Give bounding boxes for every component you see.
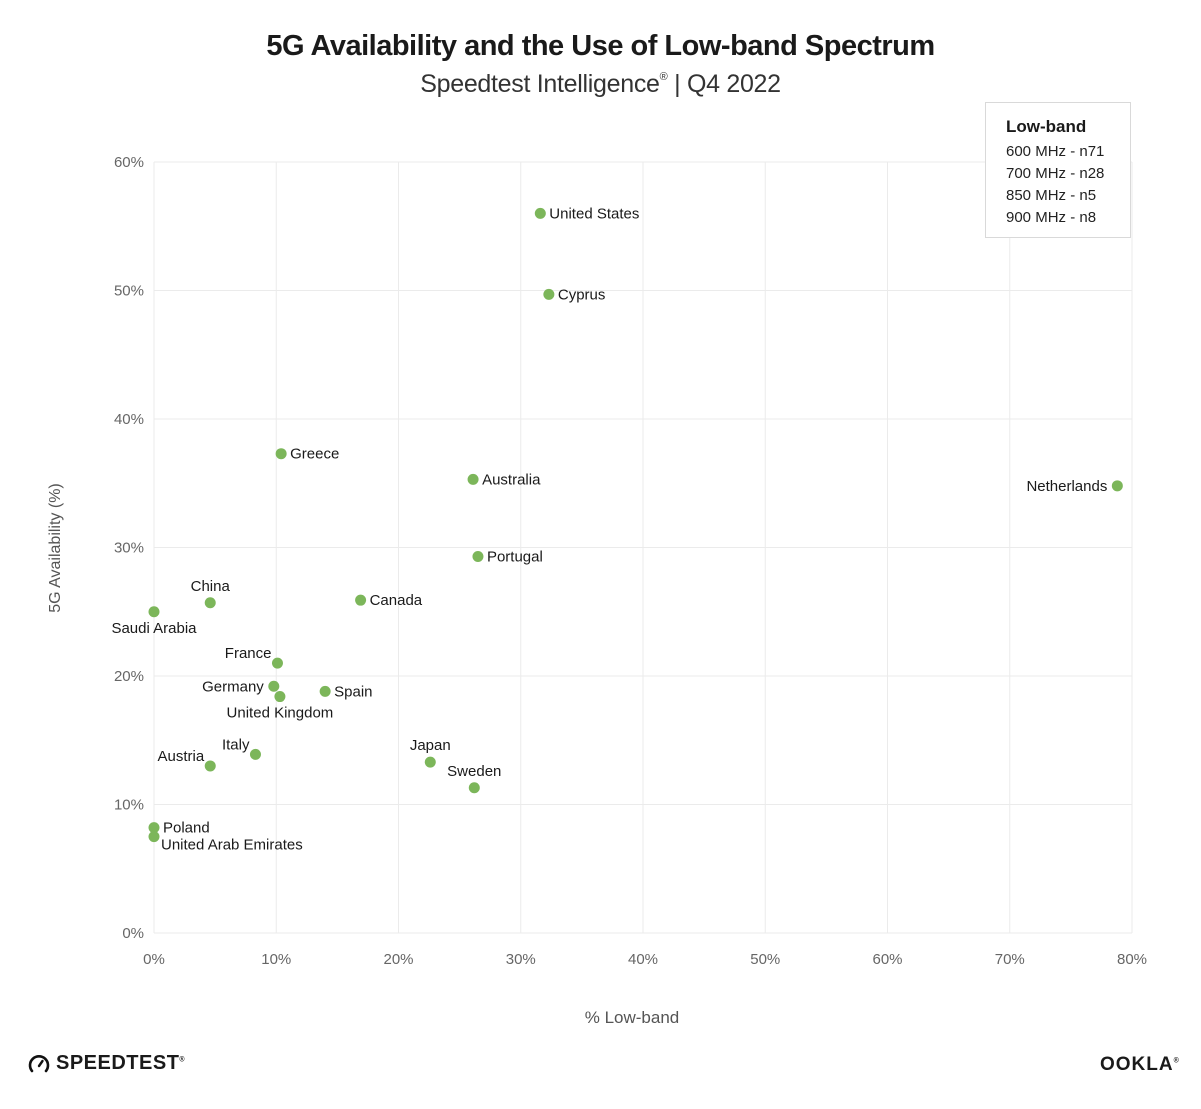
point-label: Germany [202,678,264,695]
x-tick-label: 50% [750,951,780,968]
point-label: Canada [370,592,423,609]
data-point [472,550,484,562]
legend-item: 700 MHz - n28 [1006,165,1105,182]
registered-mark: ® [659,71,668,83]
speedtest-reg: ® [179,1056,186,1064]
x-tick-label: 20% [383,951,413,968]
legend-title: Low-band [1006,117,1087,136]
legend-item: 850 MHz - n5 [1006,187,1097,204]
y-tick-label: 50% [114,283,144,300]
y-tick-label: 20% [114,668,144,685]
point-label: Austria [158,748,205,765]
tick-labels: 0% 10% 20% 30% 40% 50% 60% 70% 80% 0% 10% 20% 30% 40%… [114,154,1147,968]
point-label: Poland [163,820,210,837]
speedtest-wordmark: SPEEDTEST® [56,1052,185,1075]
data-point [468,782,480,794]
y-tick-label: 10% [114,797,144,814]
ookla-logo: OOKLA® [1100,1054,1180,1076]
data-points [148,207,1123,843]
data-point [543,288,555,300]
data-point [148,822,160,834]
chart-title: 5G Availability and the Use of Low-band … [266,30,935,62]
point-labels: United States Cyprus Greece Australia Nether… [111,205,1107,853]
y-axis-label: 5G Availability (%) [47,483,64,613]
subtitle-text: Speedtest Intelligence [420,70,660,98]
point-label: Italy [222,736,250,753]
speedometer-icon [28,1054,50,1072]
x-tick-label: 40% [628,951,658,968]
point-label: France [225,645,272,662]
point-label: Portugal [487,548,543,565]
data-point [355,594,367,606]
data-point [204,760,216,772]
data-point [319,685,331,697]
subtitle-suffix: | Q4 2022 [667,70,781,98]
legend-box: Low-band 600 MHz - n71 700 MHz - n28 850… [985,102,1131,238]
point-label: United Kingdom [227,705,334,722]
data-point [268,680,280,692]
point-label: Netherlands [1026,478,1107,495]
data-point [467,473,479,485]
y-tick-label: 30% [114,540,144,557]
data-point [204,597,216,609]
data-point [148,831,160,843]
point-label: Cyprus [558,286,606,303]
point-label: Sweden [447,763,501,780]
grid-lines [153,161,1133,934]
speedtest-logo: SPEEDTEST® [28,1052,185,1075]
x-axis-label: % Low-band [585,1008,680,1027]
x-tick-label: 70% [995,951,1025,968]
x-tick-label: 60% [872,951,902,968]
x-tick-label: 0% [143,951,165,968]
x-tick-label: 80% [1117,951,1147,968]
point-label: Spain [334,683,372,700]
data-point [1111,480,1123,492]
point-label: Australia [482,471,541,488]
legend-item: 600 MHz - n71 [1006,143,1105,160]
point-label: Saudi Arabia [111,620,197,637]
data-point [271,657,283,669]
ookla-reg: ® [1173,1057,1180,1065]
point-label: Greece [290,446,339,463]
x-tick-label: 30% [506,951,536,968]
y-tick-label: 0% [122,925,144,942]
speedtest-text: SPEEDTEST [56,1052,180,1074]
y-tick-label: 60% [114,154,144,171]
data-point [148,606,160,618]
point-label: Japan [410,737,451,754]
legend-item: 900 MHz - n8 [1006,209,1097,226]
x-tick-label: 10% [261,951,291,968]
data-point [424,756,436,768]
point-label: United Arab Emirates [161,837,303,854]
data-point [274,691,286,703]
y-tick-label: 40% [114,411,144,428]
data-point [249,748,261,760]
data-point [534,207,546,219]
data-point [275,448,287,460]
point-label: United States [549,205,639,222]
point-label: China [191,578,231,595]
chart-subtitle: Speedtest Intelligence® | Q4 2022 [0,70,1201,99]
ookla-text: OOKLA [1100,1054,1174,1075]
